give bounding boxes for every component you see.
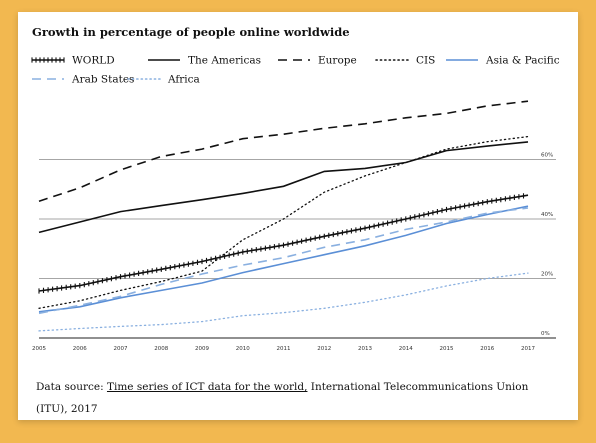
- legend-label: WORLD: [72, 55, 115, 67]
- legend-item-europe: Europe: [278, 55, 357, 67]
- y-tick-label: 0%: [541, 331, 550, 337]
- legend-label: CIS: [416, 55, 435, 67]
- x-tick-label: 2009: [195, 346, 209, 352]
- legend-label: The Americas: [188, 55, 261, 67]
- data-source: Data source: Time series of ICT data for…: [36, 376, 556, 420]
- legend-item-cis: CIS: [375, 55, 435, 67]
- x-tick-label: 2007: [114, 346, 128, 352]
- series-cis: [38, 135, 529, 309]
- y-tick-label: 60%: [541, 153, 553, 159]
- legend-item-asia-and-pacific: Asia & Pacific: [446, 55, 560, 67]
- x-tick-label: 2010: [236, 346, 250, 352]
- y-tick-label: 20%: [541, 272, 553, 278]
- series-arab-states: [38, 207, 529, 315]
- x-tick-label: 2012: [317, 346, 331, 352]
- legend-item-world: WORLD: [31, 55, 115, 67]
- legend: WORLD The Americas Europe CIS Asia & Pacific…: [31, 55, 560, 86]
- legend-item-the-americas: The Americas: [148, 55, 261, 67]
- chart-title: Growth in percentage of people online wo…: [32, 25, 350, 39]
- x-tick-label: 2016: [480, 346, 494, 352]
- series-world: [38, 193, 529, 294]
- x-tick-label: 2008: [154, 346, 168, 352]
- legend-item-arab-states: Arab States: [32, 74, 134, 86]
- series-line: [38, 205, 529, 313]
- x-tick-label: 2005: [32, 346, 46, 352]
- x-tick-label: 2011: [277, 346, 291, 352]
- x-tick-label: 2014: [399, 346, 413, 352]
- series-line: [38, 207, 529, 315]
- series-the-americas: [38, 141, 529, 234]
- source-link[interactable]: Time series of ICT data for the world,: [106, 381, 308, 393]
- series-line: [38, 141, 529, 234]
- legend-label: Europe: [318, 55, 357, 67]
- x-tick-label: 2017: [521, 346, 535, 352]
- series-africa: [38, 272, 529, 332]
- y-axis: 0% 20% 40% 60%: [541, 153, 553, 338]
- x-tick-label: 2013: [358, 346, 372, 352]
- source-suffix: International Telecommunications Union (…: [36, 381, 529, 415]
- x-tick-label: 2006: [73, 346, 87, 352]
- chart: Growth in percentage of people online wo…: [31, 25, 560, 352]
- x-tick-label: 2015: [440, 346, 454, 352]
- legend-label: Africa: [167, 74, 200, 86]
- legend-label: Asia & Pacific: [485, 55, 560, 67]
- legend-swatch-ticks: [31, 57, 65, 63]
- chart-card: Growth in percentage of people online wo…: [18, 12, 578, 420]
- x-axis: 2005 2006 2007 2008 2009 2010 2011 2012 2013 2014…: [32, 346, 535, 352]
- y-tick-label: 40%: [541, 212, 553, 218]
- series-layer: [38, 100, 529, 332]
- legend-item-africa: Africa: [127, 74, 200, 86]
- series-asia-and-pacific: [38, 205, 529, 313]
- series-line: [38, 272, 529, 332]
- source-prefix: Data source:: [36, 381, 107, 393]
- series-europe: [38, 100, 529, 202]
- legend-label: Arab States: [71, 74, 134, 86]
